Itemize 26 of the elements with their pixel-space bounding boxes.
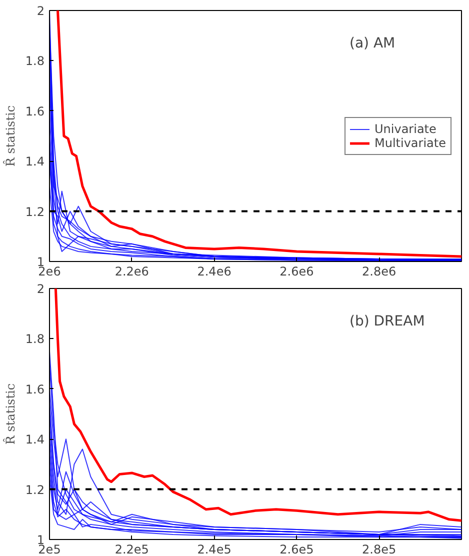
x-tick-label: 2e6 — [38, 264, 61, 278]
y-axis-title: R̂ statistic — [3, 383, 18, 445]
x-tick-label: 2.8e6 — [362, 264, 396, 278]
annotation: (a) AM — [350, 36, 396, 52]
x-tick-label: 2.4e6 — [197, 264, 232, 278]
legend-label: Multivariate — [374, 136, 446, 150]
x-tick-label: 2.2e5 — [114, 542, 149, 556]
y-tick-label: 1.8 — [25, 332, 45, 346]
y-tick-label: 2 — [36, 282, 45, 296]
y-tick-label: 1.4 — [25, 432, 45, 447]
y-tick-label: 1.4 — [25, 154, 45, 169]
y-axis-title: R̂ statistic — [3, 105, 18, 167]
y-tick-label: 1.2 — [25, 204, 45, 219]
x-tick-label: 2.2e6 — [114, 264, 149, 278]
y-tick-label: 2 — [36, 4, 45, 18]
annotation: (b) DREAM — [350, 314, 425, 330]
x-tick-label: 2e5 — [38, 542, 61, 556]
x-tick-label: 2.8e5 — [362, 542, 396, 556]
x-tick-label: 2.4e5 — [197, 542, 232, 556]
y-tick-label: 1.6 — [25, 104, 45, 118]
x-tick-label: 2.6e5 — [280, 542, 314, 556]
x-tick-label: 2.6e6 — [280, 264, 314, 278]
y-tick-label: 1.8 — [25, 54, 45, 68]
legend-label: Univariate — [374, 122, 436, 136]
y-tick-label: 1.6 — [25, 382, 45, 396]
y-tick-label: 1.2 — [25, 482, 45, 497]
